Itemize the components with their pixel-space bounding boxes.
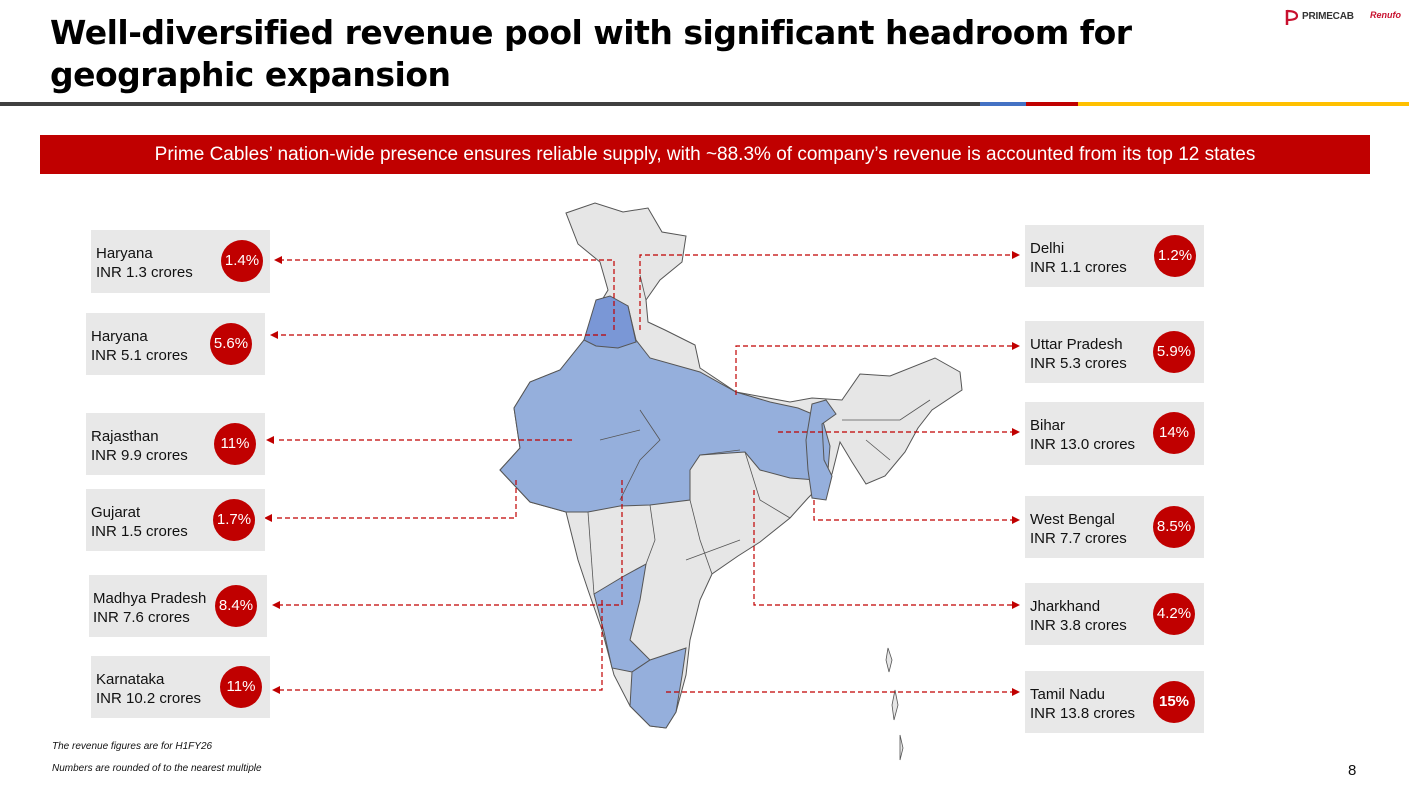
state-name: Bihar [1030, 417, 1066, 434]
state-box-gujarat: Gujarat INR 1.5 crores 1.7% [86, 489, 265, 551]
state-revenue: INR 1.1 crores [1030, 259, 1127, 276]
logo-subtext: Renufo [1370, 10, 1401, 20]
logo-mark-icon [1285, 9, 1299, 25]
share-badge: 11% [220, 666, 262, 708]
state-revenue: INR 10.2 crores [96, 690, 202, 707]
share-badge: 4.2% [1153, 593, 1195, 635]
state-box-rajasthan: Rajasthan INR 9.9 crores 11% [86, 413, 265, 475]
share-badge: 14% [1153, 412, 1195, 454]
state-revenue: INR 5.3 crores [1030, 355, 1127, 372]
state-revenue: INR 3.8 crores [1030, 617, 1127, 634]
share-badge: 8.4% [215, 585, 257, 627]
state-name: Madhya Pradesh [93, 590, 207, 607]
share-badge: 1.4% [221, 240, 263, 282]
map-islands [885, 647, 904, 761]
state-name: Haryana [96, 245, 153, 262]
state-name: Delhi [1030, 240, 1065, 257]
footnote-period: The revenue figures are for H1FY26 [52, 741, 213, 752]
share-badge: 5.9% [1153, 331, 1195, 373]
state-revenue: INR 1.3 crores [96, 264, 193, 281]
state-box-jharkhand: Jharkhand INR 3.8 crores 4.2% [1025, 583, 1204, 645]
state-box-delhi: Delhi INR 1.1 crores 1.2% [1025, 225, 1204, 287]
state-name: Jharkhand [1030, 598, 1101, 615]
state-name: Gujarat [91, 504, 141, 521]
state-box-west-bengal: West Bengal INR 7.7 crores 8.5% [1025, 496, 1204, 558]
state-name: West Bengal [1030, 511, 1115, 528]
slide-title: Well-diversified revenue pool with signi… [50, 13, 1132, 94]
state-name: Karnataka [96, 671, 165, 688]
map-region-karnataka [593, 563, 651, 673]
primecab-logo: PRIMECAB Renufo [1284, 8, 1404, 28]
title-rule-blue [980, 102, 1026, 106]
share-badge: 1.7% [213, 499, 255, 541]
connector-arrowheads [264, 251, 1020, 696]
connector-lines [274, 254, 1014, 693]
share-badge: 8.5% [1153, 506, 1195, 548]
map-region-west-bengal [805, 399, 837, 501]
state-name: Tamil Nadu [1030, 686, 1106, 703]
state-revenue: INR 1.5 crores [91, 523, 188, 540]
state-name: Uttar Pradesh [1030, 336, 1123, 353]
map-region-north-central [499, 299, 831, 513]
title-rule-dark [0, 102, 980, 106]
title-rule-red [1026, 102, 1078, 106]
state-name: Rajasthan [91, 428, 159, 445]
share-badge: 1.2% [1154, 235, 1196, 277]
state-box-bihar: Bihar INR 13.0 crores 14% [1025, 402, 1204, 465]
summary-banner: Prime Cables’ nation-wide presence ensur… [40, 135, 1370, 174]
state-revenue: INR 9.9 crores [91, 447, 188, 464]
state-box-haryana-1: Haryana INR 1.3 crores 1.4% [91, 230, 270, 293]
page-number: 8 [1348, 762, 1357, 779]
state-box-karnataka: Karnataka INR 10.2 crores 11% [91, 656, 270, 718]
state-box-tamil-nadu: Tamil Nadu INR 13.8 crores 15% [1025, 671, 1204, 733]
state-name: Haryana [91, 328, 148, 345]
share-badge: 5.6% [210, 323, 252, 365]
state-box-madhya-pradesh: Madhya Pradesh INR 7.6 crores 8.4% [89, 575, 267, 637]
logo-text: PRIMECAB [1302, 11, 1354, 22]
state-box-uttar-pradesh: Uttar Pradesh INR 5.3 crores 5.9% [1025, 321, 1204, 383]
state-box-haryana-2: Haryana INR 5.1 crores 5.6% [86, 313, 265, 375]
share-badge: 15% [1153, 681, 1195, 723]
state-revenue: INR 13.0 crores [1030, 436, 1136, 453]
state-revenue: INR 7.6 crores [93, 609, 190, 626]
footnote-rounding: Numbers are rounded of to the nearest mu… [52, 763, 262, 774]
map-region-tamil-nadu [629, 647, 687, 729]
map-state-borders [587, 274, 931, 595]
state-revenue: INR 5.1 crores [91, 347, 188, 364]
share-badge: 11% [214, 423, 256, 465]
state-revenue: INR 13.8 crores [1030, 705, 1136, 722]
state-revenue: INR 7.7 crores [1030, 530, 1127, 547]
title-rule-gold [1078, 102, 1409, 106]
